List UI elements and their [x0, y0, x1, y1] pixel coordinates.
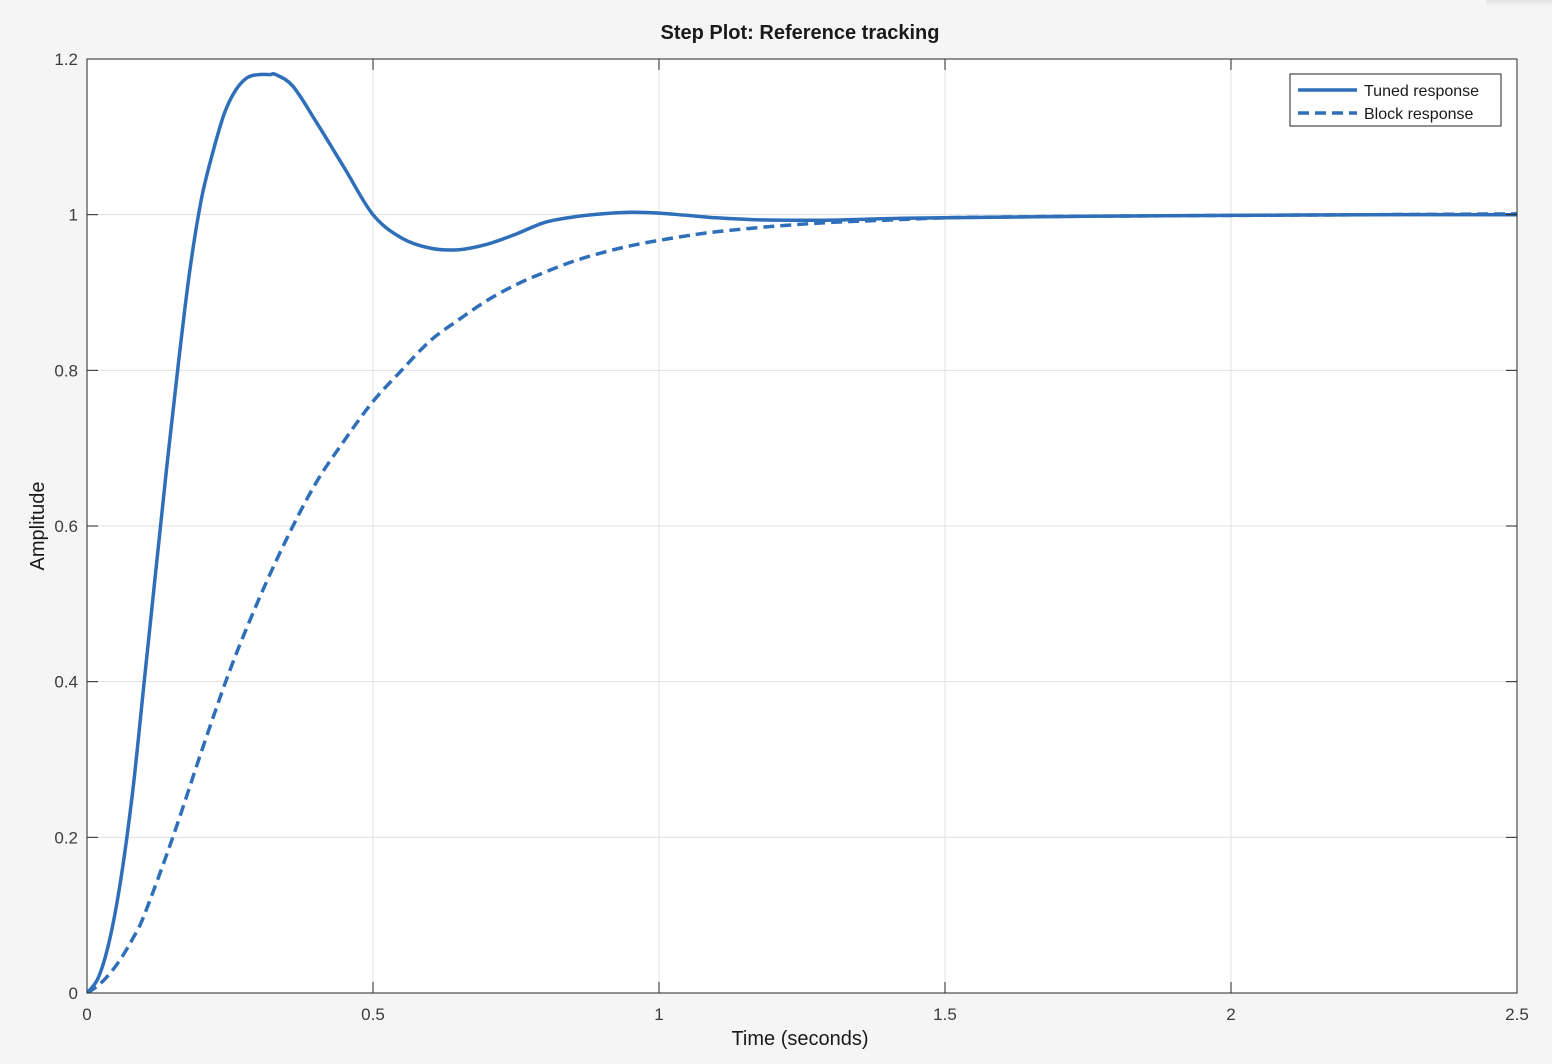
legend-label-tuned: Tuned response — [1364, 83, 1479, 100]
x-tick-label: 1.5 — [933, 1005, 957, 1024]
y-tick-label: 0.4 — [54, 673, 78, 692]
window-corner-shade — [1486, 0, 1552, 6]
series-lines — [87, 71, 1517, 993]
y-tick-label: 0.2 — [54, 828, 78, 847]
legend-box — [1289, 73, 1502, 127]
x-tick-label: 0.5 — [361, 1005, 385, 1024]
x-tick-label: 2.5 — [1505, 1005, 1529, 1024]
x-tick-label: 2 — [1226, 1005, 1235, 1024]
axis-ticks — [86, 58, 1518, 994]
series-line-block-response[interactable] — [87, 212, 1517, 993]
x-tick-label: 1 — [654, 1005, 663, 1024]
x-tick-label: 0 — [82, 1005, 91, 1024]
legend-label-block: Block response — [1364, 106, 1473, 123]
y-tick-label: 0 — [69, 984, 78, 1003]
y-tick-label: 0.8 — [54, 361, 78, 380]
legend[interactable]: Tuned response Block response — [1289, 73, 1502, 127]
x-axis-label: Time (seconds) — [731, 1028, 868, 1050]
y-tick-label: 1.2 — [54, 50, 78, 69]
chart-title: Step Plot: Reference tracking — [661, 22, 940, 44]
series-line-tuned-response[interactable] — [87, 71, 1517, 993]
axis-tick-labels: 0 0.5 1 1.5 2 2.5 0 0.2 0.4 0.6 0.8 1 1.2 — [54, 50, 1528, 1024]
y-tick-label: 1 — [69, 206, 78, 225]
y-axis-label: Amplitude — [27, 482, 49, 571]
y-tick-label: 0.6 — [54, 517, 78, 536]
